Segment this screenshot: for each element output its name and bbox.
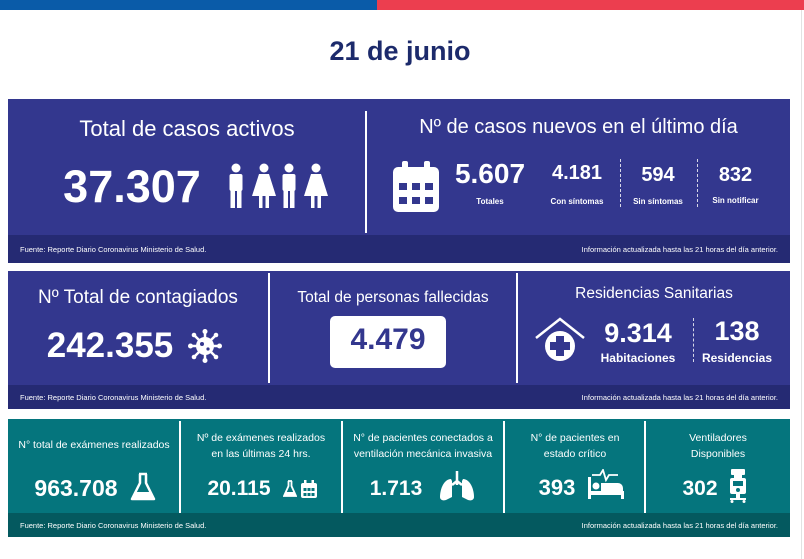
virus-icon — [188, 329, 222, 363]
panel3-divider-2 — [341, 421, 343, 513]
top-color-bar — [0, 0, 804, 10]
people-icon — [229, 163, 328, 208]
flask-icon — [130, 472, 156, 501]
active-cases-panel: Total de casos activos 37.307 Nº de caso… — [8, 99, 790, 263]
house-medical-icon — [535, 317, 585, 361]
panel2-source: Fuente: Reporte Diario Coronavirus Minis… — [20, 392, 207, 402]
residencias-title: Residencias Sanitarias — [575, 285, 733, 302]
contagiados-value: 242.355 — [46, 326, 174, 365]
panel3-divider-4 — [644, 421, 646, 513]
with-symptoms-label: Con síntomas — [550, 197, 604, 206]
top-bar-red — [377, 0, 804, 10]
fallecidos-box — [330, 316, 446, 368]
examenes24-title-2: en las últimas 24 hrs. — [211, 448, 311, 460]
panel3-source: Fuente: Reporte Diario Coronavirus Minis… — [20, 520, 207, 530]
examenes-title: N° total de exámenes realizados — [18, 439, 170, 451]
ventilacion-title-2: ventilación mecánica invasiva — [353, 448, 493, 460]
residencias-label: Residencias — [701, 351, 773, 365]
ventiladores-title-1: Ventiladores — [689, 432, 747, 444]
panel3-divider-1 — [179, 421, 181, 513]
active-cases-value: 37.307 — [63, 161, 201, 212]
panel2-updated: Información actualizada hasta las 21 hor… — [581, 392, 778, 402]
panel3-footer: Fuente: Reporte Diario Coronavirus Minis… — [8, 513, 790, 537]
active-cases-title: Total de casos activos — [79, 116, 295, 141]
new-cases-title: Nº de casos nuevos en el último día — [419, 116, 738, 138]
panel2-footer: Fuente: Reporte Diario Coronavirus Minis… — [8, 385, 790, 409]
ventiladores-title-2: Disponibles — [690, 448, 746, 460]
panel3-divider-3 — [503, 421, 505, 513]
examenes24-value: 20.115 — [207, 477, 271, 500]
calendar-small-icon — [301, 480, 317, 498]
dash-divider-1 — [620, 159, 621, 207]
without-symptoms-value: 594 — [641, 164, 675, 186]
calendar-icon — [393, 161, 439, 212]
ventilator-icon — [730, 469, 746, 503]
panel2-divider-1 — [268, 273, 270, 383]
habitaciones-value: 9.314 — [604, 318, 672, 348]
lungs-icon — [440, 471, 474, 501]
panel1-source: Fuente: Reporte Diario Coronavirus Minis… — [20, 244, 207, 254]
panel2-divider-2 — [516, 273, 518, 383]
not-notified-label: Sin notificar — [712, 196, 759, 205]
new-cases-total: 5.607 — [454, 158, 526, 189]
panel1-updated: Información actualizada hasta las 21 hor… — [581, 244, 778, 254]
ventilacion-value: 1.713 — [369, 477, 423, 500]
right-border — [801, 10, 802, 559]
hospital-bed-icon — [588, 469, 624, 499]
panel1-footer: Fuente: Reporte Diario Coronavirus Minis… — [8, 235, 790, 263]
ventilacion-title-1: N° de pacientes conectados a — [353, 432, 493, 444]
without-symptoms-label: Sin síntomas — [633, 197, 683, 206]
contagiados-title: Nº Total de contagiados — [38, 287, 238, 308]
critico-title-1: N° de pacientes en — [530, 432, 620, 444]
critico-value: 393 — [538, 475, 576, 500]
totals-panel: Nº Total de contagiados 242.355 Total de… — [8, 271, 790, 409]
fallecidos-title: Total de personas fallecidas — [297, 289, 489, 306]
dash-divider-3 — [693, 318, 694, 362]
not-notified-value: 832 — [718, 164, 753, 186]
habitaciones-label: Habitaciones — [600, 351, 676, 365]
critico-title-2: estado crítico — [543, 448, 607, 460]
with-symptoms-value: 4.181 — [551, 162, 603, 184]
examenes-value: 963.708 — [34, 475, 118, 501]
flask-small-icon — [283, 480, 297, 497]
panel3-updated: Información actualizada hasta las 21 hor… — [581, 520, 778, 530]
residencias-value: 138 — [714, 316, 760, 346]
report-date: 21 de junio — [329, 36, 471, 66]
examenes24-title-1: Nº de exámenes realizados — [196, 432, 326, 444]
panel1-divider — [365, 111, 367, 233]
fallecidos-value: 4.479 — [350, 323, 426, 356]
ventiladores-value: 302 — [682, 477, 718, 500]
tests-panel: N° total de exámenes realizados 963.708 … — [8, 419, 790, 537]
dash-divider-2 — [697, 159, 698, 207]
top-bar-blue — [0, 0, 377, 10]
new-cases-total-label: Totales — [476, 197, 504, 206]
